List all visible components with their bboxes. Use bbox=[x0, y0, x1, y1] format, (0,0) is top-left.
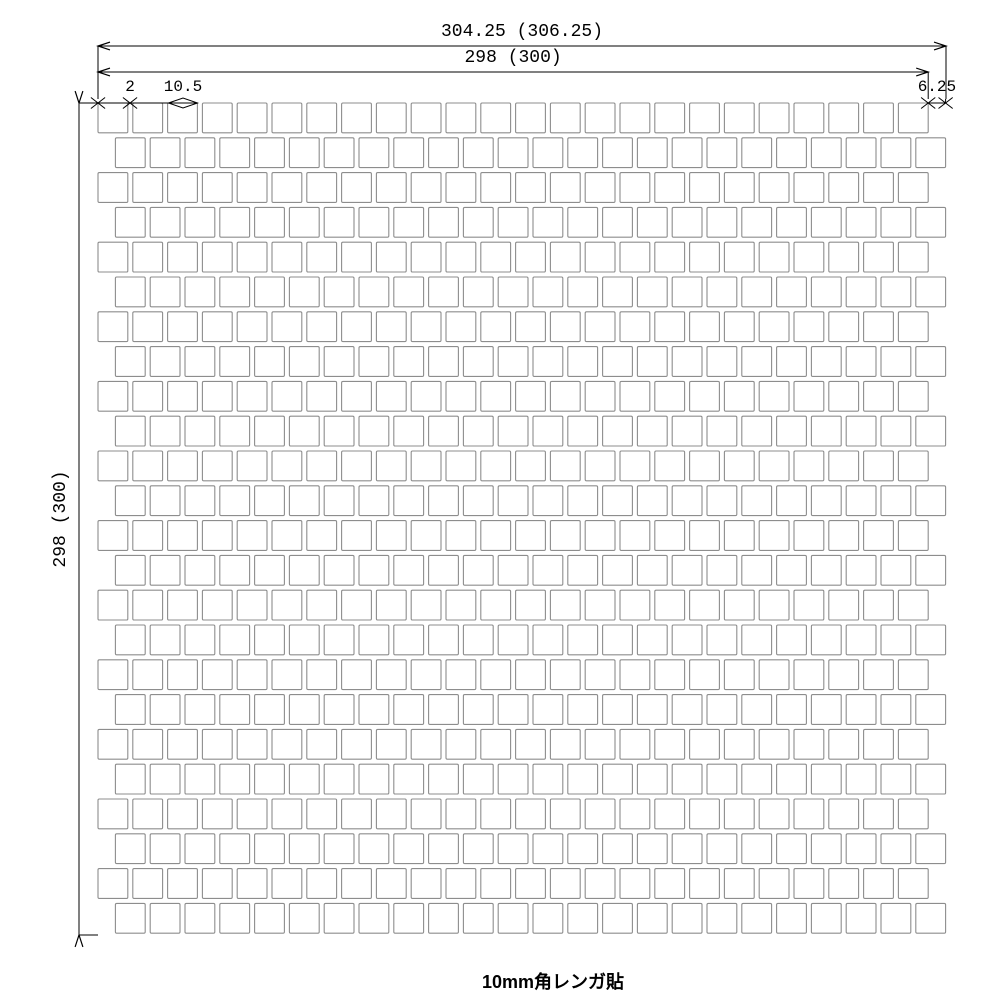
svg-text:2: 2 bbox=[125, 78, 135, 96]
svg-text:10mm角レンガ貼: 10mm角レンガ貼 bbox=[482, 971, 624, 992]
svg-text:298 (300): 298 (300) bbox=[464, 48, 561, 68]
svg-text:6.25: 6.25 bbox=[918, 78, 956, 96]
svg-text:10.5: 10.5 bbox=[164, 78, 202, 96]
svg-text:304.25 (306.25): 304.25 (306.25) bbox=[441, 22, 603, 42]
svg-text:298 (300): 298 (300) bbox=[51, 470, 71, 567]
